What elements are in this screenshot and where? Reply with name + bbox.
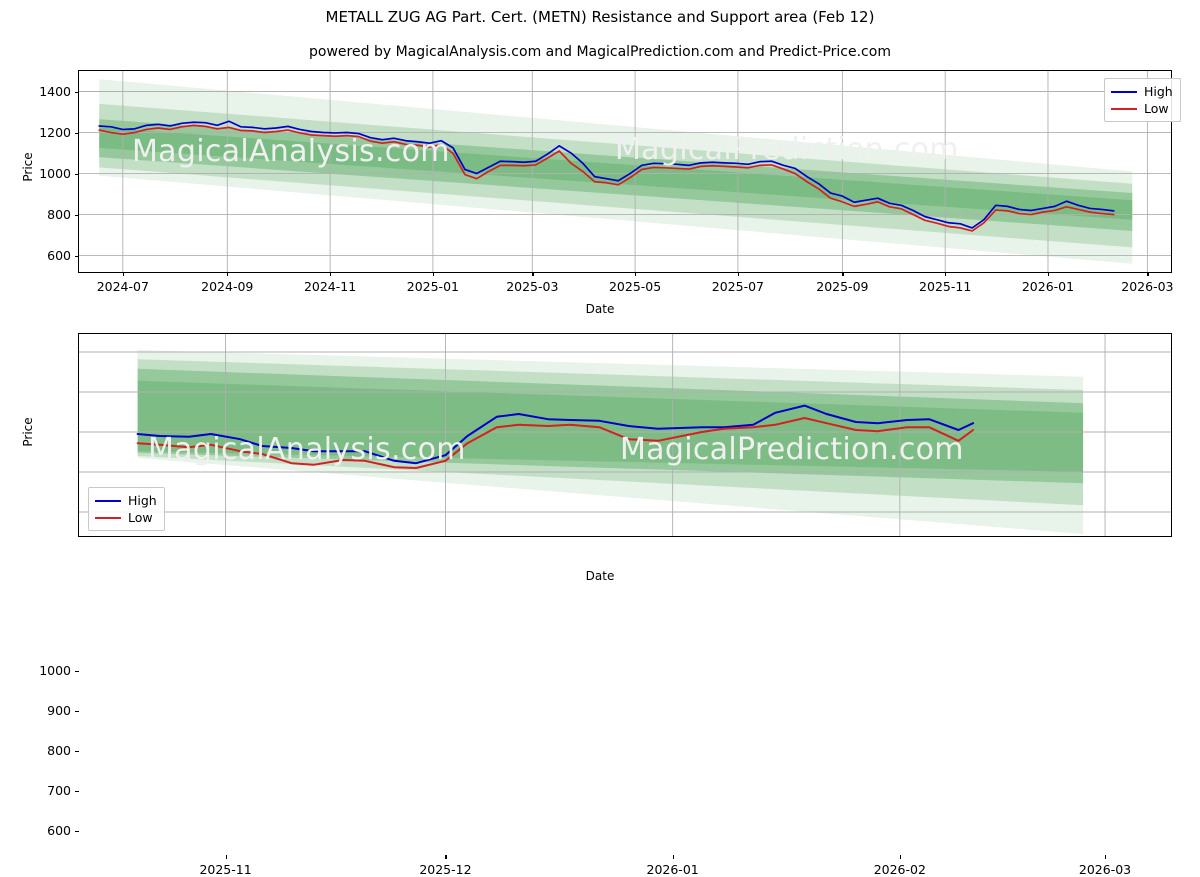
y-tick-label: 900 bbox=[47, 703, 71, 718]
x-tick-mark bbox=[1105, 855, 1107, 859]
x-tick-label: 2025-11 bbox=[199, 862, 252, 877]
x-tick-mark bbox=[945, 272, 947, 276]
x-tick-mark bbox=[1147, 272, 1149, 276]
band-outer-resistance-support bbox=[99, 79, 1133, 264]
x-tick-label: 2025-03 bbox=[506, 279, 559, 294]
legend-entry-low[interactable]: Low bbox=[1111, 100, 1173, 117]
legend-entry-high[interactable]: High bbox=[1111, 83, 1173, 100]
legend-entry-high[interactable]: High bbox=[95, 492, 157, 509]
y-tick-mark bbox=[75, 214, 79, 216]
x-tick-label: 2025-05 bbox=[608, 279, 662, 294]
x-tick-mark bbox=[122, 272, 124, 276]
y-tick-mark bbox=[75, 255, 79, 257]
y-tick-mark bbox=[75, 751, 79, 753]
series-line-low bbox=[98, 124, 1115, 232]
x-tick-mark bbox=[330, 272, 332, 276]
x-tick-label: 2024-11 bbox=[303, 279, 357, 294]
x-tick-mark bbox=[532, 272, 534, 276]
legend-label-high: High bbox=[128, 493, 157, 508]
legend-label-low: Low bbox=[1144, 101, 1169, 116]
upper-legend[interactable]: High Low bbox=[1104, 78, 1181, 122]
legend-label-high: High bbox=[1144, 84, 1173, 99]
page-title: METALL ZUG AG Part. Cert. (METN) Resista… bbox=[325, 8, 875, 26]
lower-plot-svg bbox=[79, 334, 1171, 536]
legend-swatch-low bbox=[1111, 107, 1137, 110]
series-line-high bbox=[98, 120, 1115, 229]
series-line-low bbox=[136, 417, 975, 469]
y-tick-label: 1000 bbox=[39, 165, 71, 181]
x-tick-mark bbox=[899, 855, 902, 859]
lower-plot-area bbox=[78, 333, 1172, 537]
lower-x-axis-label: Date bbox=[585, 569, 615, 583]
x-tick-label: 2026-03 bbox=[1078, 862, 1132, 877]
band-mid-resistance-support bbox=[99, 103, 1133, 248]
series-line-high bbox=[136, 404, 975, 465]
x-tick-label: 2025-09 bbox=[816, 279, 869, 294]
y-tick-mark bbox=[75, 831, 79, 833]
x-tick-label: 2026-01 bbox=[1021, 279, 1075, 294]
x-tick-label: 2025-12 bbox=[419, 862, 472, 877]
y-tick-label: 800 bbox=[47, 206, 71, 222]
x-tick-label: 2026-02 bbox=[873, 862, 926, 877]
y-tick-mark bbox=[75, 671, 79, 673]
x-tick-mark bbox=[1047, 272, 1050, 276]
x-tick-mark bbox=[842, 272, 844, 276]
x-tick-mark bbox=[445, 855, 447, 859]
x-tick-label: 2026-01 bbox=[646, 862, 699, 877]
x-tick-label: 2024-07 bbox=[96, 279, 149, 294]
x-tick-label: 2025-01 bbox=[406, 279, 459, 294]
x-tick-mark bbox=[737, 272, 740, 276]
x-tick-mark bbox=[225, 855, 227, 859]
legend-swatch-high bbox=[95, 499, 121, 502]
x-tick-label: 2026-03 bbox=[1121, 279, 1174, 294]
page-subtitle: powered by MagicalAnalysis.com and Magic… bbox=[309, 44, 891, 60]
y-tick-mark bbox=[75, 173, 79, 175]
x-tick-label: 2024-09 bbox=[201, 279, 254, 294]
y-tick-mark bbox=[75, 91, 79, 93]
y-tick-label: 1200 bbox=[39, 124, 71, 140]
y-tick-label: 1400 bbox=[39, 83, 71, 99]
upper-plot-svg bbox=[79, 71, 1171, 272]
band-outer-resistance-support bbox=[137, 350, 1084, 534]
x-tick-mark bbox=[672, 855, 674, 859]
x-tick-label: 2025-11 bbox=[919, 279, 972, 294]
upper-plot-area bbox=[78, 70, 1172, 273]
y-tick-mark bbox=[75, 711, 79, 713]
lower-y-axis-label: Price bbox=[21, 417, 35, 447]
x-tick-mark bbox=[432, 272, 435, 276]
x-tick-mark bbox=[635, 272, 637, 276]
upper-chart-panel: Price 600 800 1000 1200 1400 2024-07 2024-09 2… bbox=[0, 0, 1200, 320]
y-tick-mark bbox=[75, 791, 79, 793]
legend-label-low: Low bbox=[128, 510, 153, 525]
y-tick-label: 600 bbox=[47, 247, 71, 263]
lower-legend[interactable]: High Low bbox=[88, 487, 165, 531]
band-core-pivot bbox=[137, 380, 1084, 472]
upper-x-axis-label: Date bbox=[585, 302, 615, 316]
x-tick-label: 2025-07 bbox=[711, 279, 765, 294]
y-tick-label: 700 bbox=[47, 783, 71, 798]
legend-swatch-high bbox=[1111, 90, 1137, 93]
y-tick-label: 800 bbox=[47, 743, 71, 758]
legend-swatch-low bbox=[95, 516, 121, 519]
legend-entry-low[interactable]: Low bbox=[95, 509, 157, 526]
lower-chart-panel: Price 600 700 800 900 1000 2025-11 2025-12 202… bbox=[0, 320, 1200, 877]
y-tick-label: 600 bbox=[47, 823, 71, 838]
y-tick-label: 1000 bbox=[39, 663, 71, 678]
y-tick-mark bbox=[75, 132, 79, 134]
x-tick-mark bbox=[227, 272, 229, 276]
